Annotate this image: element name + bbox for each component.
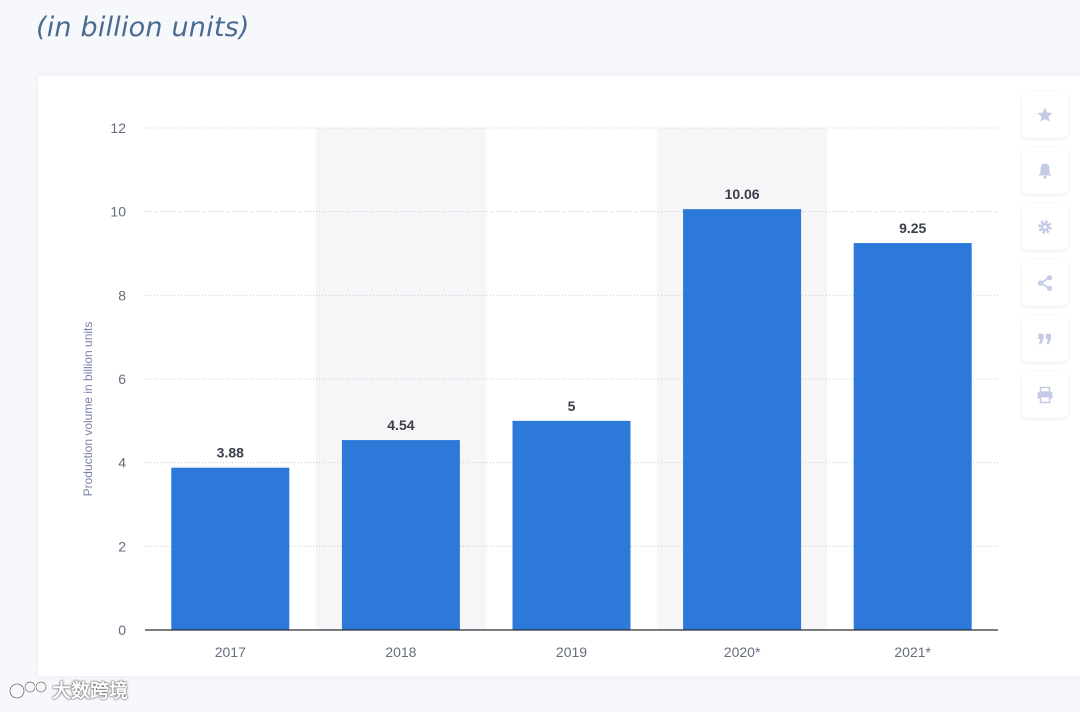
favorite-button[interactable] [1022,92,1068,138]
data-label: 5 [568,398,576,414]
watermark-logo-icon [8,680,48,699]
print-icon [1037,386,1053,404]
bar [512,420,631,630]
watermark-text: 大数跨境 [52,680,129,702]
x-tick-label: 2021* [894,644,931,660]
print-button[interactable] [1022,372,1068,418]
x-tick-label: 2017 [215,644,246,660]
y-tick-label: 12 [110,120,126,136]
data-label: 10.06 [725,186,760,202]
y-tick-label: 2 [118,538,126,554]
data-label: 3.88 [217,445,244,461]
data-label: 4.54 [387,417,414,433]
y-tick-label: 10 [110,204,126,220]
quote-icon [1038,333,1051,345]
cite-button[interactable] [1022,316,1068,362]
x-tick-label: 2018 [385,644,416,660]
bar [683,209,802,630]
chart-subtitle: (in billion units) [36,12,250,43]
star-icon [1037,107,1053,122]
watermark: 大数跨境 [8,676,128,703]
data-label: 9.25 [899,220,926,236]
bar [341,440,460,630]
bar [171,467,290,630]
notification-button[interactable] [1022,148,1068,194]
chart-toolbar [1022,92,1070,428]
gear-icon [1038,220,1052,234]
y-axis-title: Production volume in billion units [81,322,95,497]
share-button[interactable] [1022,260,1068,306]
share-icon [1037,275,1053,291]
x-tick-label: 2019 [556,644,587,660]
y-tick-label: 0 [118,622,126,638]
y-tick-label: 4 [118,455,126,471]
settings-button[interactable] [1022,204,1068,250]
x-tick-label: 2020* [724,644,761,660]
bar-chart: 0 2 4 6 8 10 12 3.88 2017 4.54 2018 5 2019 10.06 2020*… [81,120,998,660]
chart-card: 0 2 4 6 8 10 12 3.88 2017 4.54 2018 5 2019 10.06 2020*… [38,76,1080,676]
y-tick-label: 6 [118,371,126,387]
bar [853,243,972,630]
y-tick-label: 8 [118,287,126,303]
bell-icon [1038,163,1052,179]
